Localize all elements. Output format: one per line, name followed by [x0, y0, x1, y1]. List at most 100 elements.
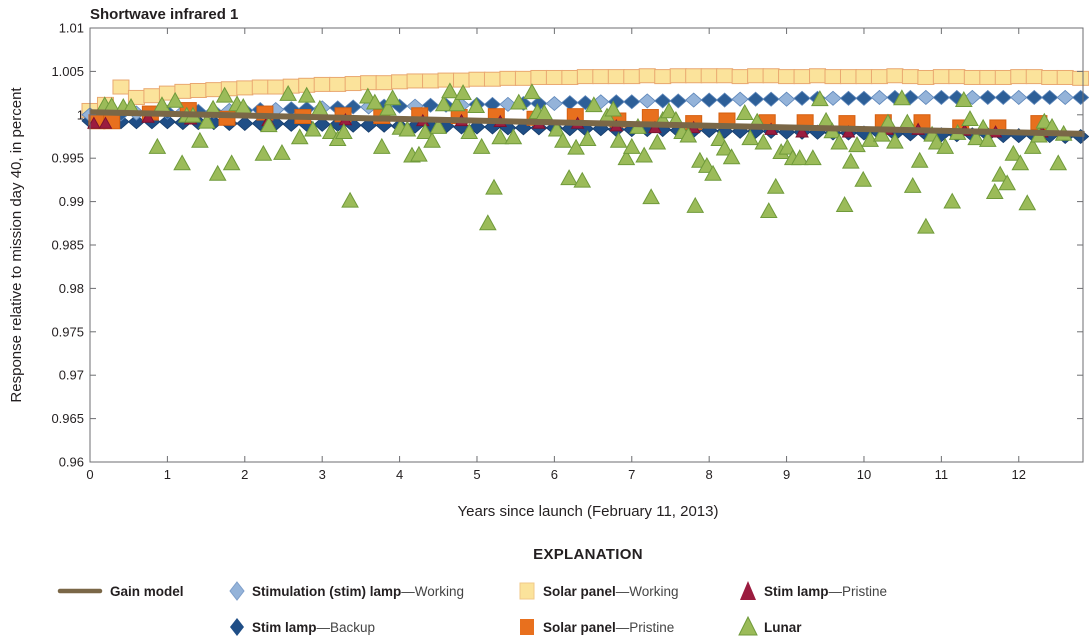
solar-working-point	[654, 69, 672, 85]
solar-working-point	[422, 73, 440, 89]
lunar-point	[290, 128, 309, 145]
lunar-point	[936, 137, 955, 154]
lunar-point	[898, 113, 917, 130]
legend-label-suffix: —Pristine	[829, 584, 888, 599]
lunar-point	[778, 138, 797, 155]
triangle-icon	[738, 615, 758, 636]
lunar-point	[872, 125, 891, 142]
solar-working-point	[406, 73, 424, 89]
solar-working-point	[545, 69, 563, 85]
triangle-icon	[740, 581, 756, 600]
svg-text:Stim lamp—Backup: Stim lamp—Backup	[252, 620, 375, 635]
solar-working-point	[886, 68, 904, 84]
stim-working-point	[1041, 89, 1059, 105]
legend-label: Stim lamp	[252, 620, 317, 635]
solar-working-point	[731, 69, 749, 85]
lunar-point	[379, 99, 397, 116]
stim-working-point	[824, 90, 842, 106]
solar-working-point	[948, 69, 966, 85]
lunar-point	[604, 100, 623, 117]
lunar-point	[485, 178, 503, 195]
gain-model-line	[89, 109, 1085, 137]
lunar-point	[472, 137, 491, 154]
lunar-point	[642, 188, 660, 205]
stim-working-point	[793, 90, 811, 106]
lunar-point	[735, 104, 754, 120]
svg-text:Lunar: Lunar	[764, 620, 802, 635]
lunar-point	[547, 120, 566, 137]
solar-working-point	[391, 74, 409, 90]
lunar-point	[208, 164, 227, 181]
y-tick-label: 0.995	[51, 151, 84, 166]
lunar-point	[148, 137, 167, 154]
solar-working-point	[901, 69, 919, 85]
solar-working-point	[1025, 69, 1043, 85]
lunar-point	[383, 89, 402, 106]
legend-label: Stimulation (stim) lamp	[252, 584, 401, 599]
stim-working-point	[932, 89, 950, 105]
solar-working-point	[267, 79, 285, 95]
solar-working-point	[793, 69, 811, 85]
lunar-point	[166, 91, 184, 108]
lunar-point	[478, 214, 497, 231]
lunar-point	[279, 84, 297, 101]
lunar-point	[191, 131, 209, 148]
x-tick-label: 1	[164, 467, 171, 482]
solar-working-point	[855, 69, 873, 85]
solar-working-point	[437, 72, 455, 88]
stim-working-point	[731, 91, 749, 107]
lunar-point	[943, 192, 962, 209]
lunar-point	[648, 133, 667, 150]
lunar-point	[848, 136, 866, 153]
lunar-point	[173, 154, 191, 171]
x-tick-label: 9	[783, 467, 790, 482]
lunar-point	[804, 149, 822, 166]
legend-item-stim-pristine: Stim lamp—Pristine	[740, 581, 887, 600]
legend-item-stim-backup: Stim lamp—Backup	[230, 618, 375, 636]
legend-item-solar-pristine: Solar panel—Pristine	[520, 619, 674, 635]
lunar-point	[991, 165, 1010, 182]
y-tick-label: 0.985	[51, 238, 84, 253]
x-tick-label: 5	[473, 467, 480, 482]
plot-area: 0 1 2 3 4 5 6 7 8 9 10 11 120.960.9650.970.9750.980.…	[51, 21, 1089, 482]
solar-working-point	[917, 69, 935, 85]
lunar-point	[927, 133, 946, 150]
stim-working-point	[545, 95, 563, 112]
legend-label-suffix: —Backup	[317, 620, 376, 635]
lunar-point	[1023, 137, 1042, 154]
legend-item-gain-model: Gain model	[57, 584, 184, 599]
lunar-point	[429, 117, 448, 134]
series-lunar	[95, 82, 1073, 234]
lunar-point	[578, 130, 597, 147]
legend-label: Solar panel	[543, 620, 616, 635]
lunar-point	[954, 91, 973, 107]
solar-working-point	[453, 72, 471, 88]
y-tick-label: 0.99	[59, 194, 84, 209]
lunar-point	[273, 143, 291, 160]
solar-working-point	[979, 69, 997, 85]
square-icon	[520, 619, 534, 635]
svg-text:Solar panel—Working: Solar panel—Working	[543, 584, 679, 599]
solar-working-point	[1041, 69, 1059, 85]
y-tick-label: 0.96	[59, 455, 84, 470]
solar-working-point	[932, 69, 950, 85]
legend: EXPLANATION Gain model Stimulation (stim…	[57, 546, 887, 636]
lunar-point	[978, 130, 997, 147]
x-tick-label: 6	[551, 467, 558, 482]
y-tick-label: 0.98	[59, 281, 84, 296]
lunar-point	[609, 131, 628, 148]
lunar-point	[321, 123, 340, 140]
svg-text:Solar panel—Pristine: Solar panel—Pristine	[543, 620, 674, 635]
stim-pristine-point	[98, 116, 113, 129]
y-tick-label: 1.005	[51, 64, 84, 79]
lunar-point	[585, 96, 603, 113]
lunar-point	[811, 90, 829, 107]
solar-working-point	[747, 68, 765, 84]
solar-working-point	[375, 75, 393, 91]
x-tick-label: 12	[1012, 467, 1026, 482]
chart-title: Shortwave infrared 1	[90, 6, 238, 23]
lunar-point	[985, 183, 1004, 199]
stim-working-point	[917, 89, 935, 105]
lunar-point	[1011, 154, 1030, 171]
solar-working-point	[576, 69, 594, 85]
